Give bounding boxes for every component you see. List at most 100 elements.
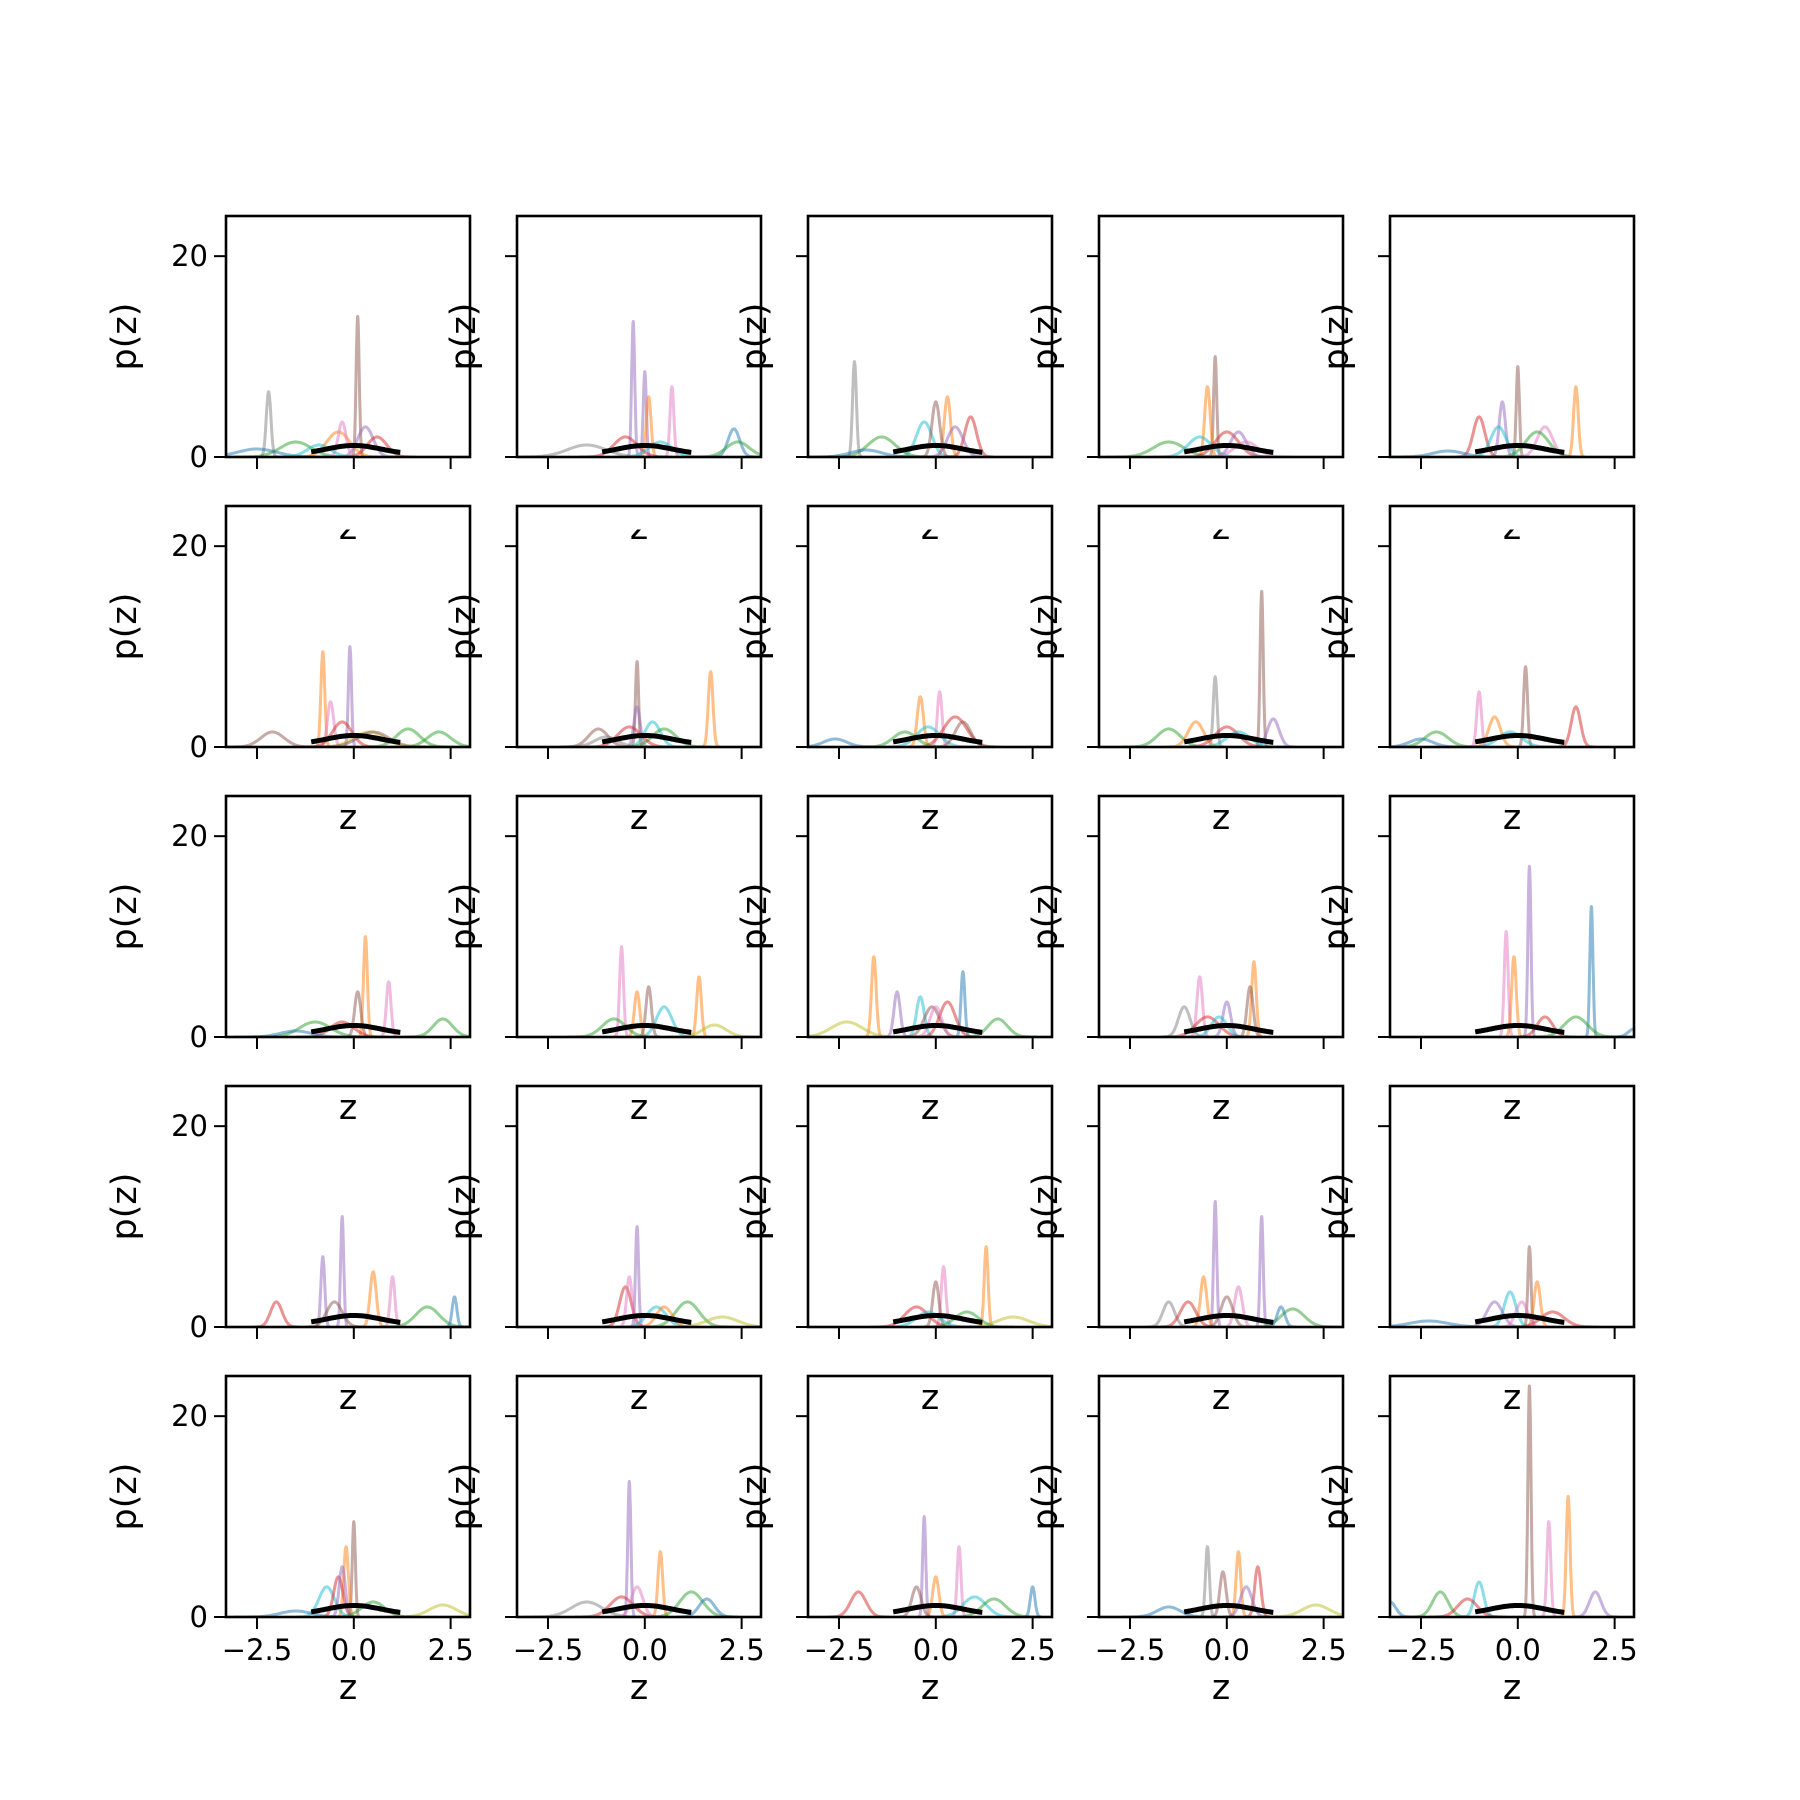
pdf-curve [1187,975,1212,1037]
x-tick-label: 2.5 [1301,1633,1347,1667]
mean-pdf-curve [601,443,692,455]
plot-area [808,690,1002,747]
subplot-r5-c2: −2.5 0.0 2.5 z p(z) [444,1374,765,1708]
plot-area [1122,589,1298,747]
pdf-curve [1207,1200,1223,1327]
subplot-r2-c5: z p(z) [1317,504,1636,838]
pdf-curve [1513,425,1577,457]
pdf-curve [252,1300,301,1327]
y-axis-label: p(z) [444,1463,484,1531]
pdf-curve [226,730,319,747]
y-tick-label: 20 [171,239,208,273]
y-tick-label: 0 [190,730,208,764]
axes-background-strip [227,1087,469,1110]
y-axis-label: p(z) [1026,1173,1066,1241]
axes-frame [224,794,472,1039]
pdf-curve [625,319,641,457]
x-axis-label: z [921,1668,939,1708]
subplot-r3-c5: z p(z) [1317,794,1636,1128]
mean-pdf-curve [601,1313,692,1325]
y-axis-label: p(z) [1317,303,1357,371]
x-axis-label: z [1212,1378,1230,1418]
x-tick-label: −2.5 [1095,1633,1165,1667]
pdf-curve [863,955,885,1037]
pdf-curve [916,1515,932,1617]
axes-frame [1097,794,1345,1039]
pdf-curve [1198,1545,1217,1617]
mean-pdf-curve [892,733,983,745]
axes-background-strip [809,507,1051,530]
subplot-r2-c1: 0 20 z p(z) [105,504,472,838]
mean-pdf-curve [892,1603,983,1615]
subplot-r4-c5: z p(z) [1317,1084,1636,1418]
plot-area [1144,1200,1340,1327]
plot-area [226,645,470,747]
y-axis-label: p(z) [1317,1463,1357,1531]
x-tick-label: 0.0 [1204,1633,1250,1667]
y-axis-label: p(z) [105,1463,145,1531]
plot-area [517,319,761,457]
pdf-curve [662,385,681,457]
axes-frame [515,1374,763,1619]
y-axis-label: p(z) [735,1173,775,1241]
axes-background-strip [1100,797,1342,820]
pdf-curve [258,390,280,457]
plot-area [808,955,1037,1037]
y-axis-label: p(z) [735,593,775,661]
subplot-r1-c2: zp(z) [444,214,763,548]
axes-background-strip [227,797,469,820]
pdf-curve [845,360,864,457]
y-axis-label: p(z) [735,883,775,951]
axes-frame [1388,794,1636,1039]
pdf-curve [1261,1603,1343,1617]
axes-background-strip [809,1377,1051,1400]
pdf-curve [1209,1570,1237,1617]
y-axis-label: p(z) [1317,883,1357,951]
axes-background-strip [1391,797,1633,820]
subplot-r3-c3: z p(z) [735,794,1054,1128]
plot-area [252,1215,470,1327]
plot-area [226,314,416,457]
mean-pdf-curve [1183,1313,1274,1325]
y-axis-label: p(z) [105,303,145,371]
x-axis-label: z [1212,1668,1230,1708]
y-axis-label: p(z) [1026,1463,1066,1531]
axes-frame [806,1084,1054,1329]
plot-area [559,660,722,747]
pdf-curve [826,1590,890,1617]
y-axis-label: p(z) [105,1173,145,1241]
x-tick-label: 0.0 [622,1633,668,1667]
axes-frame [806,1374,1054,1619]
axes-frame [515,504,763,749]
subplot-r5-c4: −2.5 0.0 2.5 z p(z) [1026,1374,1347,1708]
x-tick-label: −2.5 [804,1633,874,1667]
axes-frame [224,214,472,459]
plot-area [601,1225,761,1327]
plot-area [826,1515,1044,1617]
pdf-curve [1565,385,1587,457]
mean-pdf-curve [601,733,692,745]
axes-frame [224,1374,472,1619]
pdf-curve [1243,960,1265,1037]
subplot-r5-c5: −2.5 0.0 2.5 z p(z) [1317,1374,1638,1708]
subplot-r1-c5: zp(z) [1317,214,1636,548]
mean-pdf-curve [1474,1603,1565,1615]
mean-pdf-curve [310,733,401,745]
pdf-curve [378,980,400,1037]
pdf-curve [1497,930,1516,1037]
axes-background-strip [1391,1087,1633,1110]
x-axis-label: z [630,1668,648,1708]
subplot-r3-c2: z p(z) [444,794,763,1128]
pdf-curve [1521,1384,1537,1617]
pdf-curve [1503,955,1525,1037]
plot-area [567,945,761,1037]
mean-pdf-curve [1474,1313,1565,1325]
pdf-curve [629,1225,645,1327]
x-axis-label: z [339,798,357,838]
axes-background-strip [809,797,1051,820]
pdf-curve [342,645,358,747]
axes-background-strip [518,1377,760,1400]
axes-frame [806,504,1054,749]
axes-frame [806,794,1054,1039]
